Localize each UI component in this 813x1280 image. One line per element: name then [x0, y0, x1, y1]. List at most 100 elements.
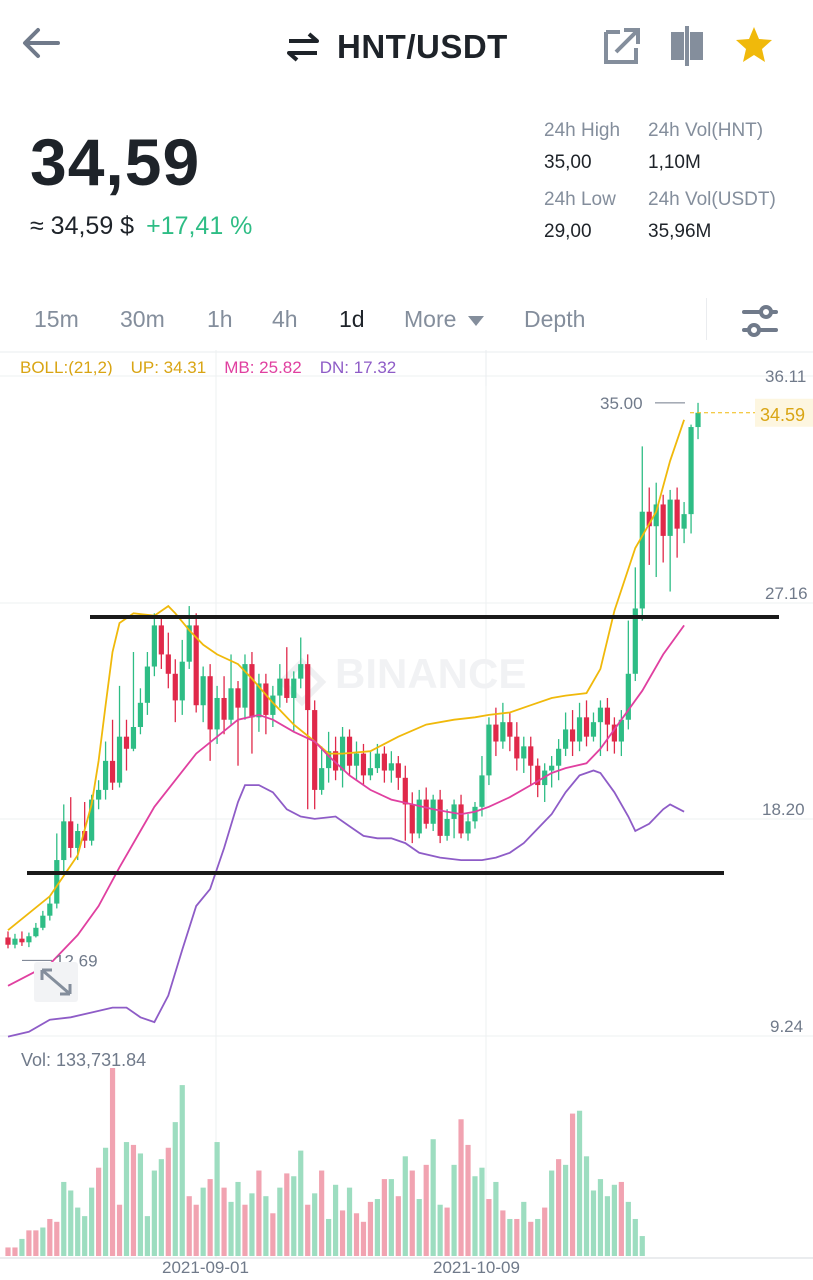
pair-title: HNT/USDT	[337, 28, 508, 65]
pair-selector[interactable]: HNT/USDT	[285, 24, 508, 70]
candle-body	[214, 697, 220, 730]
tab-4h[interactable]: 4h	[272, 306, 298, 332]
candle-body	[353, 753, 360, 766]
volume-bar	[556, 1159, 562, 1256]
candle-body	[430, 799, 436, 824]
indicator-settings-icon[interactable]	[738, 302, 782, 342]
tab-depth[interactable]: Depth	[524, 306, 586, 332]
candle-body	[521, 746, 527, 759]
volume-bar	[360, 1221, 367, 1256]
candle-body	[242, 664, 248, 708]
candle-body	[5, 937, 11, 945]
volume-bar	[221, 1187, 227, 1256]
candle-body	[151, 625, 157, 667]
candle-body	[632, 608, 638, 674]
candle-body	[625, 673, 631, 720]
stat-24h-vol-quote: 24h Vol(USDT) 35,96M	[648, 189, 776, 242]
axis-label-bottom: 9.24	[770, 1017, 804, 1036]
candle-body	[451, 804, 457, 819]
candle-body	[200, 676, 206, 706]
volume-bar	[353, 1213, 360, 1256]
candle-body	[611, 724, 617, 742]
tab-30m[interactable]: 30m	[120, 306, 165, 332]
volume-bar	[26, 1230, 32, 1256]
candle-body	[458, 804, 464, 834]
volume-bar	[109, 1068, 116, 1256]
candle-body	[514, 736, 520, 759]
candle-body	[109, 760, 116, 783]
volume-bar	[416, 1199, 422, 1256]
volume-bar	[388, 1179, 394, 1256]
volume-bar	[395, 1196, 401, 1256]
candle-body	[381, 753, 387, 771]
volume-bar	[472, 1176, 478, 1256]
candle-body	[535, 765, 541, 786]
volume-bar	[569, 1113, 576, 1256]
candle-body	[102, 760, 109, 790]
last-price-tag-bg	[755, 398, 813, 427]
candle-body	[332, 751, 339, 771]
candle-body	[33, 927, 39, 937]
candle-body	[604, 707, 611, 725]
candle-body	[528, 746, 534, 766]
volume-bar	[500, 1210, 506, 1256]
volume-bar	[611, 1184, 617, 1256]
price-sub: ≈ 34,59 $ +17,41 %	[30, 212, 252, 241]
interval-tabs: 15m 30m 1h 4h 1d More Depth	[0, 298, 813, 348]
volume-bar	[102, 1147, 109, 1256]
candle-body	[674, 499, 680, 529]
candle-body	[576, 717, 583, 742]
candle-body	[193, 625, 199, 706]
back-arrow-icon[interactable]	[18, 20, 64, 66]
volume-bar	[402, 1156, 408, 1256]
compare-icon[interactable]	[668, 24, 708, 66]
volume-bar	[521, 1201, 527, 1256]
volume-bar	[207, 1179, 213, 1256]
header: HNT/USDT	[0, 0, 813, 95]
candle-body	[639, 511, 645, 609]
volume-bar	[423, 1164, 429, 1256]
candle-body	[96, 789, 102, 800]
volume-bar	[235, 1181, 241, 1256]
tab-15m[interactable]: 15m	[34, 306, 79, 332]
stat-24h-low: 24h Low 29,00	[544, 189, 616, 242]
candle-body	[19, 938, 25, 943]
boll-label: BOLL:(21,2)	[20, 358, 113, 377]
volume-bar	[270, 1213, 276, 1256]
candle-body	[221, 697, 227, 720]
volume-bar	[486, 1199, 492, 1256]
candle-body	[284, 678, 290, 698]
candle-body	[130, 727, 137, 749]
volume-bar	[256, 1170, 262, 1256]
last-price-tag: 34.59	[760, 405, 805, 425]
candle-body	[660, 504, 666, 536]
tab-more[interactable]: More	[404, 306, 485, 333]
candle-body	[270, 695, 276, 715]
volume-bar	[214, 1142, 220, 1256]
date-label-1: 2021-09-01	[162, 1258, 249, 1277]
candle-body	[277, 678, 283, 696]
candle-body	[75, 831, 81, 848]
candle-body	[228, 688, 234, 720]
volume-bar	[339, 1210, 346, 1256]
volume-bar	[437, 1204, 443, 1256]
share-icon[interactable]	[602, 24, 642, 66]
tab-more-label: More	[404, 306, 457, 332]
tab-1h[interactable]: 1h	[207, 306, 233, 332]
fiat-price: ≈ 34,59 $	[30, 212, 135, 240]
candle-body	[465, 821, 471, 834]
candle-body	[360, 753, 367, 776]
candle-body	[291, 678, 297, 698]
volume-bar	[284, 1173, 290, 1256]
volume-bar	[346, 1187, 353, 1256]
candle-body	[207, 676, 213, 730]
candle-body	[667, 499, 673, 536]
volume-bar	[563, 1164, 569, 1256]
candle-body	[556, 748, 562, 766]
tab-1d[interactable]: 1d	[339, 306, 365, 332]
star-icon[interactable]	[734, 24, 774, 66]
volume-bar	[458, 1119, 464, 1256]
volume-bar	[639, 1236, 645, 1256]
volume-bar	[444, 1207, 450, 1256]
